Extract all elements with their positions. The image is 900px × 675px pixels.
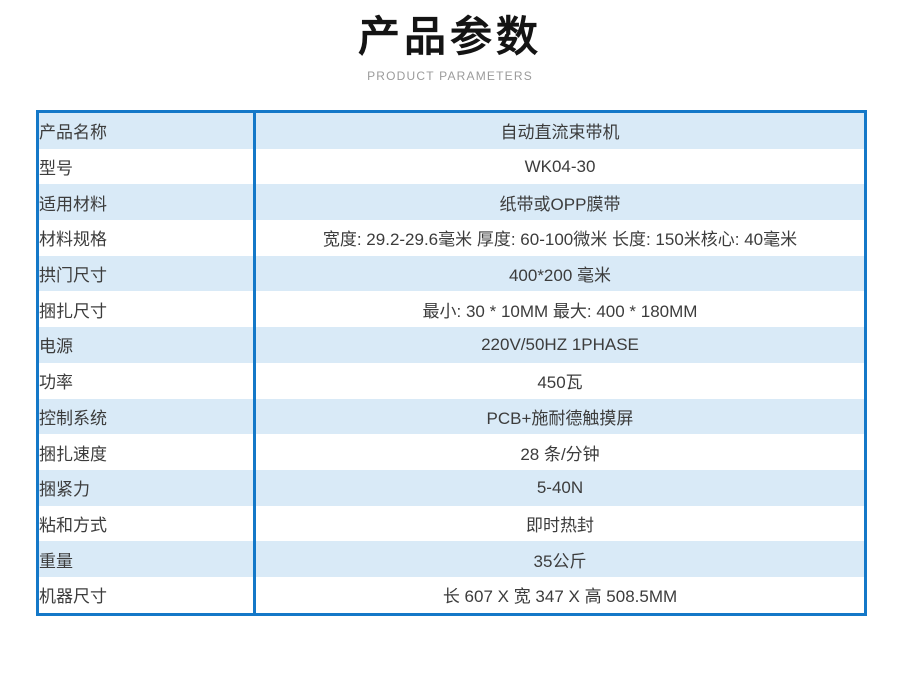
table-row: 捆紧力 5-40N (37, 469, 866, 506)
parameter-label: 产品名称 (37, 111, 256, 149)
parameter-value: 28 条/分钟 (254, 434, 866, 470)
table-row: 电源 220V/50HZ 1PHASE (37, 327, 866, 363)
page-title: 产品参数 (357, 13, 542, 60)
table-row: 重量 35公斤 (37, 541, 866, 577)
parameter-label: 机器尺寸 (37, 576, 256, 615)
parameter-label: 适用材料 (37, 184, 256, 221)
page-header: 产品参数 PRODUCT PARAMETERS (0, 0, 900, 83)
parameter-label: 电源 (37, 327, 256, 363)
parameter-value: PCB+施耐德触摸屏 (254, 398, 866, 435)
parameter-label: 功率 (37, 362, 256, 399)
parameter-value: 宽度: 29.2-29.6毫米 厚度: 60-100微米 长度: 150米核心:… (254, 220, 866, 256)
parameter-label: 材料规格 (37, 220, 256, 256)
parameter-label: 捆扎尺寸 (37, 291, 256, 328)
table-row: 型号 WK04-30 (37, 148, 866, 185)
parameter-value: 5-40N (254, 469, 866, 506)
parameter-value: 长 607 X 宽 347 X 高 508.5MM (254, 576, 866, 615)
parameter-label: 捆扎速度 (37, 434, 256, 470)
parameter-value: 400*200 毫米 (254, 255, 866, 292)
parameter-value: 220V/50HZ 1PHASE (254, 327, 866, 363)
parameter-label: 型号 (37, 148, 256, 185)
table-row: 材料规格 宽度: 29.2-29.6毫米 厚度: 60-100微米 长度: 15… (37, 220, 866, 256)
parameter-value: 450瓦 (254, 362, 866, 399)
parameter-value: 纸带或OPP膜带 (254, 184, 866, 221)
parameter-label: 拱门尺寸 (37, 255, 256, 292)
table-row: 适用材料 纸带或OPP膜带 (37, 184, 866, 221)
table-row: 功率 450瓦 (37, 362, 866, 399)
parameter-value: 自动直流束带机 (254, 111, 866, 149)
parameter-value: 最小: 30 * 10MM 最大: 400 * 180MM (254, 291, 866, 328)
parameter-value: 即时热封 (254, 505, 866, 542)
parameter-value: 35公斤 (254, 541, 866, 577)
parameter-label: 捆紧力 (37, 469, 256, 506)
page-subtitle: PRODUCT PARAMETERS (367, 69, 533, 83)
table-row: 机器尺寸 长 607 X 宽 347 X 高 508.5MM (37, 576, 866, 615)
parameter-label: 控制系统 (37, 398, 256, 435)
table-row: 粘和方式 即时热封 (37, 505, 866, 542)
table-row: 控制系统 PCB+施耐德触摸屏 (37, 398, 866, 435)
parameter-value: WK04-30 (254, 148, 866, 185)
table-row: 产品名称 自动直流束带机 (37, 111, 866, 149)
table-row: 捆扎速度 28 条/分钟 (37, 434, 866, 470)
table-row: 捆扎尺寸 最小: 30 * 10MM 最大: 400 * 180MM (37, 291, 866, 328)
parameter-label: 粘和方式 (37, 505, 256, 542)
table-row: 拱门尺寸 400*200 毫米 (37, 255, 866, 292)
parameter-label: 重量 (37, 541, 256, 577)
table-body: 产品名称 自动直流束带机 型号 WK04-30 适用材料 纸带或OPP膜带 材料… (37, 111, 866, 615)
product-parameters-table: 产品名称 自动直流束带机 型号 WK04-30 适用材料 纸带或OPP膜带 材料… (36, 110, 867, 616)
